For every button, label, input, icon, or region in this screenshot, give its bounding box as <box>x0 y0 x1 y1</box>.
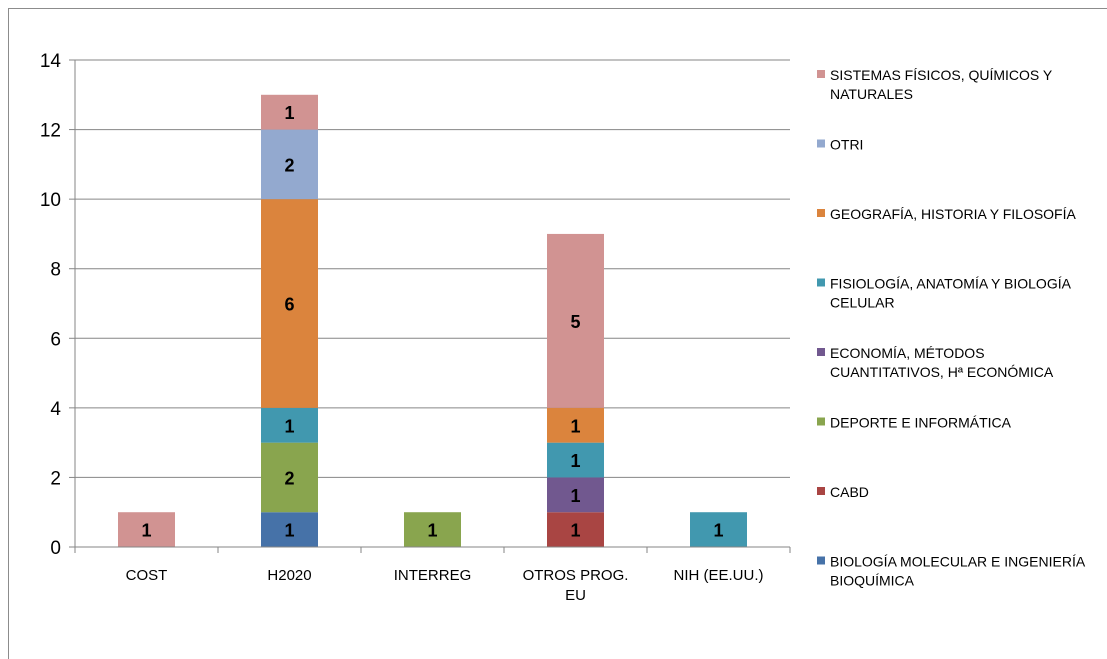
axes <box>69 59 791 553</box>
bar-segment <box>547 477 604 513</box>
bar-segment <box>547 512 604 547</box>
y-tick-label: 2 <box>50 468 61 489</box>
legend-swatch <box>817 139 825 148</box>
data-label: 6 <box>284 295 294 315</box>
legend: SISTEMAS FÍSICOS, QUÍMICOS Y NATURALES OTR… <box>817 67 1086 589</box>
bar-segment <box>118 512 175 547</box>
legend-swatch <box>817 417 825 426</box>
legend-label: OTRI <box>830 137 863 153</box>
data-label: 2 <box>284 155 294 175</box>
data-label: 2 <box>284 468 294 488</box>
legend-label: FISIOLOGÍA, ANATOMÍA Y BIOLOGÍA CELULAR <box>830 276 1072 311</box>
y-tick-label: 12 <box>40 121 61 142</box>
chart-frame <box>8 8 1107 659</box>
x-category-label: NIH (EE.UU.) <box>674 567 764 584</box>
bar-segment <box>547 233 604 408</box>
y-tick-label: 6 <box>50 329 61 350</box>
data-label: 1 <box>284 416 294 436</box>
x-category-label: OTROS PROG. EU <box>523 567 629 604</box>
legend-label: BIOLOGÍA MOLECULAR E INGENIERÍA BIOQUÍMIC… <box>830 554 1086 589</box>
data-label: 1 <box>284 103 294 123</box>
bar-segment <box>261 512 318 547</box>
bar-segment <box>261 442 318 513</box>
data-label: 1 <box>570 521 580 541</box>
legend-swatch <box>817 278 825 287</box>
bar-segment <box>261 199 318 408</box>
data-label: 1 <box>713 521 723 541</box>
data-label: 1 <box>427 521 437 541</box>
data-label: 1 <box>570 486 580 506</box>
legend-swatch <box>817 556 825 565</box>
y-tick-label: 0 <box>50 538 61 559</box>
bar-segment <box>547 442 604 478</box>
data-label: 1 <box>570 451 580 471</box>
legend-label: ECONOMÍA, MÉTODOS CUANTITATIVOS, Hª ECONÓ… <box>830 345 1054 380</box>
legend-swatch <box>817 487 825 495</box>
data-label: 5 <box>570 312 580 332</box>
y-tick-label: 4 <box>50 399 61 420</box>
x-category-label: COST <box>126 567 168 584</box>
bar-segment <box>261 129 318 200</box>
data-label: 1 <box>284 521 294 541</box>
y-tick-label: 10 <box>40 190 61 211</box>
data-labels: 1 1 2 1 6 2 1 1 1 1 1 1 5 1 <box>141 103 723 540</box>
y-tick-label: 8 <box>50 260 61 281</box>
legend-label: GEOGRAFÍA, HISTORIA Y FILOSOFÍA <box>830 206 1077 222</box>
legend-label: DEPORTE E INFORMÁTICA <box>830 415 1012 431</box>
bar-segment <box>690 512 747 547</box>
bar-segment <box>261 407 318 443</box>
data-label: 1 <box>141 521 151 541</box>
bars <box>118 94 747 547</box>
legend-swatch <box>817 209 825 217</box>
legend-swatch <box>817 70 825 78</box>
bar-segment <box>547 407 604 443</box>
legend-label: CABD <box>830 484 869 500</box>
bar-segment <box>261 94 318 130</box>
y-axis-ticks: 0 2 4 6 8 10 12 14 <box>40 51 62 559</box>
x-axis-categories: COST H2020 INTERREG OTROS PROG. EU NIH (EE.UU… <box>126 567 764 604</box>
y-tick-label: 14 <box>40 51 62 72</box>
gridlines <box>75 59 790 478</box>
x-category-label: INTERREG <box>394 567 472 584</box>
data-label: 1 <box>570 416 580 436</box>
x-category-label: H2020 <box>267 567 311 584</box>
bar-segment <box>404 512 461 547</box>
legend-swatch <box>817 348 825 356</box>
legend-label: SISTEMAS FÍSICOS, QUÍMICOS Y NATURALES <box>830 67 1053 102</box>
